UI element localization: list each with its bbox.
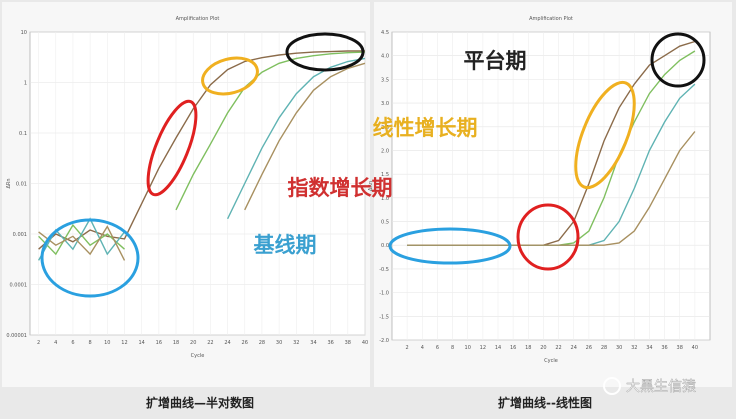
x-tick-label: 2 bbox=[406, 345, 409, 351]
x-tick-label: 38 bbox=[345, 340, 351, 346]
ellipse bbox=[650, 32, 706, 88]
y-tick-label: -1.5 bbox=[379, 314, 389, 320]
x-axis-label: Cycle bbox=[191, 353, 205, 359]
data-line bbox=[38, 62, 366, 261]
x-tick-label: 8 bbox=[89, 340, 92, 346]
watermark-icon bbox=[603, 377, 621, 395]
ellipse bbox=[388, 227, 512, 265]
x-tick-label: 18 bbox=[173, 340, 179, 346]
x-tick-label: 40 bbox=[692, 345, 698, 351]
x-tick-label: 18 bbox=[525, 345, 531, 351]
annotation: 指数增长期 bbox=[288, 176, 393, 200]
x-tick-label: 14 bbox=[138, 340, 144, 346]
x-tick-label: 22 bbox=[207, 340, 213, 346]
x-tick-label: 16 bbox=[510, 345, 516, 351]
ellipse bbox=[40, 218, 140, 298]
y-tick-label: 3.5 bbox=[381, 77, 389, 83]
x-tick-label: 20 bbox=[190, 340, 196, 346]
x-tick-label: 10 bbox=[465, 345, 471, 351]
x-tick-label: 28 bbox=[259, 340, 265, 346]
x-tick-label: 6 bbox=[436, 345, 439, 351]
y-tick-label: -1.0 bbox=[379, 291, 389, 297]
y-axis-label: ΔRn bbox=[368, 181, 374, 191]
x-tick-label: 10 bbox=[104, 340, 110, 346]
x-tick-label: 38 bbox=[677, 345, 683, 351]
x-tick-label: 2 bbox=[37, 340, 40, 346]
x-tick-label: 6 bbox=[71, 340, 74, 346]
data-line bbox=[407, 131, 696, 246]
x-tick-label: 24 bbox=[224, 340, 230, 346]
y-tick-label: 1 bbox=[24, 81, 27, 87]
x-tick-label: 28 bbox=[601, 345, 607, 351]
x-tick-label: 12 bbox=[480, 345, 486, 351]
annotation: 平台期 bbox=[464, 49, 527, 73]
ellipse bbox=[146, 99, 198, 197]
x-tick-label: 32 bbox=[631, 345, 637, 351]
y-axis-label: ΔRn bbox=[6, 178, 12, 188]
caption: 扩增曲线—半对数图 bbox=[146, 395, 254, 410]
y-tick-label: 1.5 bbox=[381, 172, 389, 178]
x-tick-label: 8 bbox=[451, 345, 454, 351]
x-tick-label: 26 bbox=[586, 345, 592, 351]
y-tick-label: -2.0 bbox=[379, 338, 389, 344]
x-tick-label: 20 bbox=[540, 345, 546, 351]
y-tick-label: 0.0 bbox=[381, 243, 389, 249]
x-tick-label: 36 bbox=[661, 345, 667, 351]
annotation: 线性增长期 bbox=[373, 116, 478, 140]
y-tick-label: 2.0 bbox=[381, 148, 389, 154]
annotation: 基线期 bbox=[254, 233, 317, 257]
y-tick-label: 0.01 bbox=[16, 182, 27, 188]
x-tick-label: 30 bbox=[276, 340, 282, 346]
x-tick-label: 26 bbox=[242, 340, 248, 346]
y-tick-label: 10 bbox=[21, 30, 27, 36]
ellipse bbox=[574, 80, 636, 190]
x-tick-label: 22 bbox=[555, 345, 561, 351]
y-tick-label: 2.5 bbox=[381, 125, 389, 131]
y-tick-label: 0.0001 bbox=[10, 283, 28, 289]
x-tick-label: 34 bbox=[646, 345, 652, 351]
ellipse bbox=[285, 32, 365, 72]
caption: 扩增曲线--线性图 bbox=[498, 395, 592, 410]
x-axis-label: Cycle bbox=[544, 358, 558, 364]
watermark: 大黑生信猿 bbox=[626, 379, 696, 395]
data-line bbox=[38, 50, 365, 250]
y-tick-label: -0.5 bbox=[379, 267, 389, 273]
y-tick-label: 3.0 bbox=[381, 101, 389, 107]
x-tick-label: 14 bbox=[495, 345, 501, 351]
y-tick-label: 4.0 bbox=[381, 54, 389, 60]
x-tick-label: 32 bbox=[293, 340, 299, 346]
y-tick-label: 0.001 bbox=[13, 232, 27, 238]
x-tick-label: 30 bbox=[616, 345, 622, 351]
ellipse bbox=[201, 56, 259, 96]
y-tick-label: 4.5 bbox=[381, 30, 389, 36]
x-tick-label: 16 bbox=[156, 340, 162, 346]
x-tick-label: 4 bbox=[54, 340, 57, 346]
ellipse bbox=[516, 203, 580, 271]
x-tick-label: 36 bbox=[327, 340, 333, 346]
x-tick-label: 4 bbox=[421, 345, 424, 351]
chart-title: Amplification Plot bbox=[176, 16, 220, 22]
chart-title: Amplification Plot bbox=[529, 16, 573, 22]
ellipses bbox=[40, 32, 706, 298]
x-tick-label: 12 bbox=[121, 340, 127, 346]
x-tick-label: 34 bbox=[310, 340, 316, 346]
y-tick-label: 0.5 bbox=[381, 220, 389, 226]
y-tick-label: 0.00001 bbox=[6, 333, 27, 339]
y-tick-label: 1.0 bbox=[381, 196, 389, 202]
x-tick-label: 24 bbox=[571, 345, 577, 351]
y-tick-label: 0.1 bbox=[19, 131, 27, 137]
x-tick-label: 40 bbox=[362, 340, 368, 346]
